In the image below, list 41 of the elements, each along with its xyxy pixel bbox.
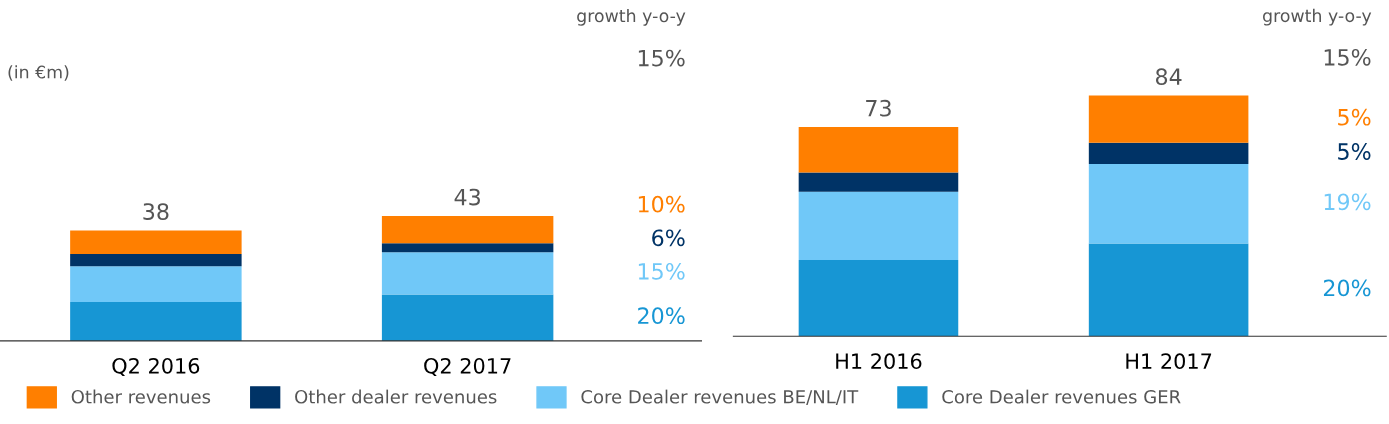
legend-label: Other dealer revenues	[295, 389, 497, 404]
annotation: 20%	[638, 307, 685, 325]
bar	[798, 126, 959, 173]
y-axis-title: (in €m)	[8, 65, 69, 81]
annotation: 73	[866, 99, 891, 117]
bar	[70, 230, 242, 254]
bar	[70, 301, 242, 341]
x-tick-label: Q2 2016	[112, 357, 200, 377]
x-tick-label: H1 2017	[1126, 353, 1212, 370]
text: 10%	[638, 195, 685, 213]
text: growth y-o-y	[1263, 8, 1372, 26]
annotation: 6%	[652, 229, 685, 247]
x-tick-label: H1 2016	[836, 353, 922, 370]
legend-label: Core Dealer revenues GER	[942, 389, 1181, 404]
annotation: 20%	[1323, 279, 1371, 297]
annotation: 5%	[1338, 108, 1371, 126]
text: growth y-o-y	[577, 8, 686, 26]
bar	[798, 259, 959, 337]
bar	[798, 172, 959, 192]
bar	[381, 243, 554, 253]
annotation: 84	[1155, 68, 1182, 86]
x-tick-label: Q2 2017	[424, 357, 511, 377]
bar	[1088, 243, 1249, 337]
annotation: 5%	[1338, 143, 1371, 160]
annotation: 38	[143, 203, 169, 220]
legend-label: Other revenues	[71, 389, 211, 404]
bar	[70, 253, 242, 267]
legend-label: Core Dealer revenues BE/NL/IT	[581, 389, 859, 405]
bar	[381, 215, 554, 244]
text: 15%	[1324, 48, 1371, 66]
bar	[1088, 164, 1249, 244]
bar	[381, 252, 554, 295]
bar	[70, 266, 242, 302]
bar	[381, 294, 554, 341]
annotation: 43	[454, 188, 480, 206]
annotation: 19%	[1324, 193, 1371, 211]
annotation: 15%	[638, 262, 685, 280]
bar	[1088, 142, 1249, 165]
bar	[1088, 95, 1249, 143]
text: 15%	[638, 49, 685, 67]
bar	[798, 191, 959, 260]
